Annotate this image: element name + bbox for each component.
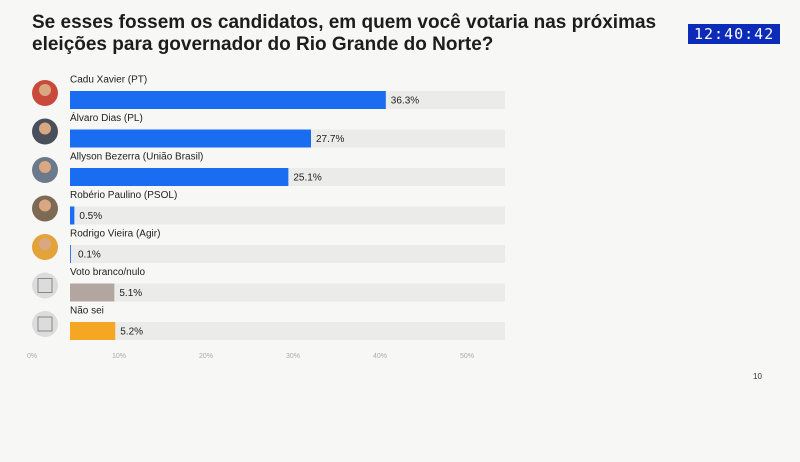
category-label: Allyson Bezerra (União Brasil) — [70, 152, 203, 163]
icon — [32, 195, 58, 222]
category-label: Não sei — [70, 306, 104, 317]
bar — [70, 129, 311, 148]
bar — [70, 168, 289, 186]
value-label: 36.3% — [391, 96, 419, 107]
bar — [70, 245, 71, 263]
bar-track — [70, 245, 505, 263]
timestamp: 12:40:42 — [688, 24, 781, 44]
x-tick-label: 20% — [199, 353, 213, 360]
category-label: Robério Paulino (PSOL) — [70, 190, 177, 201]
bar — [70, 322, 116, 340]
icon — [32, 311, 58, 337]
category-label: Rodrigo Vieira (Agir) — [70, 229, 160, 240]
bar — [70, 206, 75, 225]
chart-title: Se esses fossem os candidatos, em quem v… — [32, 12, 657, 55]
value-label: 0.5% — [79, 211, 102, 222]
x-tick-label: 50% — [460, 353, 474, 360]
bar-track — [70, 206, 505, 225]
x-tick-label: 30% — [286, 353, 300, 360]
icon — [32, 272, 58, 299]
bar-track — [70, 322, 505, 340]
bar — [70, 283, 115, 302]
page-number: 10 — [753, 372, 762, 381]
x-tick-label: 10% — [112, 353, 126, 360]
icon — [32, 234, 58, 260]
x-tick-label: 0% — [27, 353, 37, 360]
category-label: Voto branco/nulo — [70, 267, 145, 278]
value-label: 5.1% — [119, 288, 142, 299]
x-tick-label: 40% — [373, 353, 387, 360]
category-label: Álvaro Dias (PL) — [70, 111, 143, 124]
category-label: Cadu Xavier (PT) — [70, 75, 147, 86]
icon — [32, 157, 58, 183]
bar-track — [70, 283, 505, 302]
value-label: 5.2% — [120, 327, 143, 338]
value-label: 0.1% — [78, 250, 101, 261]
value-label: 27.7% — [316, 134, 344, 145]
bar — [70, 91, 386, 109]
icon — [32, 80, 58, 106]
icon — [32, 118, 58, 145]
value-label: 25.1% — [293, 173, 321, 184]
